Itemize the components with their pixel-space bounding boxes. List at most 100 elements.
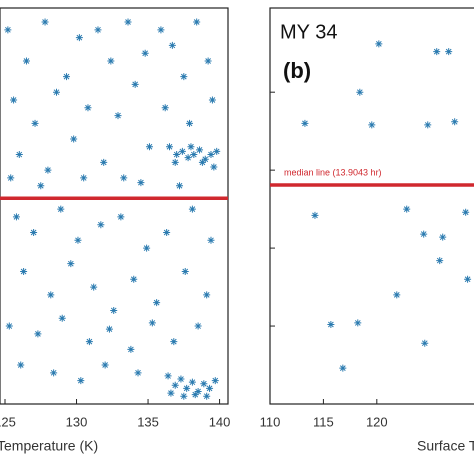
data-point (163, 229, 171, 237)
data-point (127, 345, 135, 353)
data-point (41, 18, 49, 26)
data-point (188, 378, 196, 386)
data-point (145, 143, 153, 151)
data-point (421, 339, 429, 347)
x-tick-label: 125 (0, 414, 16, 429)
data-point (22, 57, 30, 65)
data-point (200, 380, 208, 388)
x-axis-label: Temperature (K) (0, 438, 98, 454)
data-point (198, 158, 206, 166)
data-point (5, 322, 13, 330)
data-point (134, 369, 142, 377)
panel-letter: (b) (283, 58, 311, 83)
data-point (194, 322, 202, 330)
data-point (420, 230, 428, 238)
data-point (171, 381, 179, 389)
data-point (90, 283, 98, 291)
data-point (194, 388, 202, 396)
data-point (176, 182, 184, 190)
data-point (451, 118, 459, 126)
data-point (354, 319, 362, 327)
data-point (77, 377, 85, 385)
data-point (203, 392, 211, 400)
data-point (80, 174, 88, 182)
plot-frame (0, 7, 229, 405)
data-point (180, 392, 188, 400)
data-point (368, 121, 376, 129)
x-tick-label: 135 (137, 414, 159, 429)
data-point (57, 205, 65, 213)
data-point (375, 40, 383, 48)
data-point (94, 26, 102, 34)
data-point (17, 361, 25, 369)
data-point (4, 26, 12, 34)
data-point (207, 151, 215, 159)
data-point (50, 369, 58, 377)
data-point (53, 88, 61, 96)
data-point (75, 34, 83, 42)
data-point (191, 391, 199, 399)
data-point (85, 338, 93, 346)
data-point (47, 291, 55, 299)
data-point (67, 260, 75, 268)
data-point (97, 221, 105, 229)
data-point (178, 147, 186, 155)
x-tick-label: 130 (66, 414, 88, 429)
data-point (44, 166, 52, 174)
data-point (117, 213, 125, 221)
data-point (30, 229, 38, 237)
data-point (114, 112, 122, 120)
data-point (84, 104, 92, 112)
data-point (177, 375, 185, 383)
data-point (462, 208, 470, 216)
panel-title: MY 34 (280, 21, 337, 43)
data-point (161, 104, 169, 112)
data-point (166, 143, 174, 151)
data-point (171, 158, 179, 166)
data-point (436, 257, 444, 265)
data-point (31, 119, 39, 127)
data-point (107, 57, 115, 65)
data-point (193, 18, 201, 26)
data-point (105, 325, 113, 333)
data-point (110, 306, 118, 314)
data-point (339, 364, 347, 372)
data-point (211, 377, 219, 385)
x-tick-label: 140 (209, 414, 231, 429)
x-tick-label: 115 (313, 414, 334, 429)
data-point (445, 48, 453, 56)
data-point (167, 389, 175, 397)
data-point (148, 319, 156, 327)
data-point (15, 151, 23, 159)
data-point (439, 233, 447, 241)
data-point (207, 236, 215, 244)
data-point (63, 73, 71, 81)
data-point (37, 182, 45, 190)
data-point (101, 361, 109, 369)
data-point (403, 205, 411, 213)
data-point (180, 73, 188, 81)
data-point (157, 26, 165, 34)
data-point (34, 330, 42, 338)
data-point (210, 163, 218, 171)
data-point (393, 291, 401, 299)
data-point (327, 320, 335, 328)
data-point (137, 179, 145, 187)
data-point (124, 18, 132, 26)
data-point (141, 49, 149, 57)
data-point (196, 146, 204, 154)
data-point (153, 299, 161, 307)
data-point (213, 147, 221, 155)
data-point (203, 291, 211, 299)
data-point (74, 236, 82, 244)
data-point (201, 155, 209, 163)
plot-frame (269, 7, 474, 405)
data-point (168, 41, 176, 49)
data-point (181, 267, 189, 275)
data-point (130, 275, 138, 283)
data-point (356, 88, 364, 96)
data-point (100, 158, 108, 166)
data-point (464, 275, 472, 283)
data-point (187, 143, 195, 151)
data-point (188, 205, 196, 213)
